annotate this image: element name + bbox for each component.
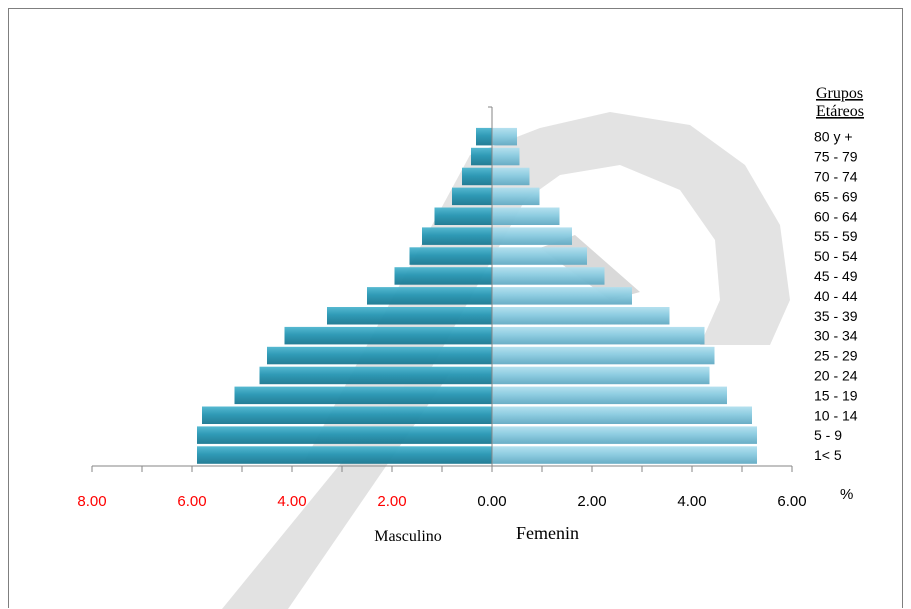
bar-femenino [492, 307, 670, 325]
age-group-label: 20 - 24 [814, 367, 858, 383]
bar-masculino [267, 346, 492, 365]
x-tick-label: 6.00 [777, 493, 806, 510]
age-group-label: 60 - 64 [814, 208, 858, 224]
x-tick-label: 4.00 [277, 493, 306, 510]
age-group-label: 40 - 44 [814, 288, 858, 304]
bar-femenino [492, 426, 757, 444]
x-tick-label: 0.00 [477, 493, 506, 510]
bar-femenino [492, 366, 710, 385]
age-group-label: 65 - 69 [814, 188, 858, 204]
bar-femenino [492, 207, 560, 225]
bar-femenino [492, 127, 517, 146]
bar-masculino [202, 406, 492, 424]
bar-femenino [492, 147, 520, 166]
age-group-label: 15 - 19 [814, 387, 858, 403]
axes [91, 106, 793, 472]
x-unit-label: % [840, 486, 853, 503]
bar-femenino [492, 386, 727, 405]
age-group-label: 30 - 34 [814, 328, 858, 344]
age-group-label: 25 - 29 [814, 348, 858, 364]
x-tick-label: 8.00 [77, 493, 106, 510]
bar-masculino [367, 287, 492, 305]
bar-masculino [197, 446, 492, 464]
masculino-bars [197, 127, 492, 464]
femenino-bars [492, 127, 757, 464]
age-group-label: 45 - 49 [814, 268, 858, 284]
bar-femenino [492, 227, 572, 245]
age-group-label: 35 - 39 [814, 308, 858, 324]
legend-title-line-2: Etáreos [816, 103, 864, 120]
bar-masculino [476, 127, 492, 146]
legend-title-line-1: Grupos [816, 85, 863, 102]
bar-masculino [327, 307, 492, 325]
bar-masculino [462, 167, 492, 186]
x-tick-label: 2.00 [577, 493, 606, 510]
age-group-labels: 1< 5 5 - 9 10 - 14 15 - 19 20 - 24 25 - 29 30 … [814, 129, 858, 463]
age-group-label: 5 - 9 [814, 427, 842, 443]
bar-masculino [434, 207, 492, 225]
age-group-label: 10 - 14 [814, 407, 858, 423]
age-group-label: 1< 5 [814, 447, 842, 463]
age-group-label: 75 - 79 [814, 149, 858, 165]
age-group-label: 50 - 54 [814, 248, 858, 264]
bar-masculino [234, 386, 492, 405]
bar-masculino [284, 326, 492, 345]
bar-femenino [492, 167, 530, 186]
bar-femenino [492, 267, 605, 285]
x-tick-label: 6.00 [177, 493, 206, 510]
bar-femenino [492, 406, 752, 424]
bar-femenino [492, 346, 715, 365]
bar-femenino [492, 326, 705, 345]
masculino-label: Masculino [374, 528, 442, 545]
bar-masculino [394, 267, 492, 285]
x-tick-label: 4.00 [677, 493, 706, 510]
bar-femenino [492, 287, 632, 305]
x-tick-label: 2.00 [377, 493, 406, 510]
bar-femenino [492, 446, 757, 464]
femenino-label: Femenin [516, 523, 579, 543]
bar-masculino [422, 227, 492, 245]
bar-masculino [452, 187, 492, 206]
age-group-label: 80 y + [814, 129, 853, 145]
bar-masculino [259, 366, 492, 385]
bar-femenino [492, 247, 587, 265]
x-tick-labels: 8.00 6.00 4.00 2.00 0.00 2.00 4.00 6.00 [77, 493, 806, 510]
age-group-label: 70 - 74 [814, 168, 858, 184]
bar-masculino [197, 426, 492, 444]
bar-femenino [492, 187, 540, 206]
bar-masculino [471, 147, 492, 166]
age-group-label: 55 - 59 [814, 228, 858, 244]
bar-masculino [409, 247, 492, 265]
